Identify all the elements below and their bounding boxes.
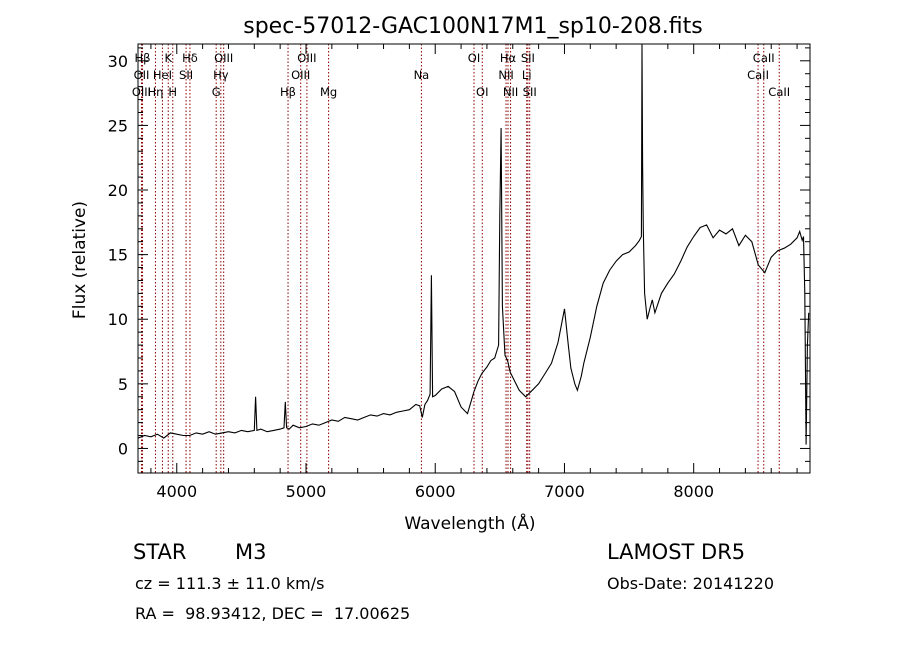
y-tick-label: 10 bbox=[108, 310, 128, 329]
y-axis: 0 5 10 15 20 25 30 bbox=[108, 47, 810, 462]
spectrum-series-line bbox=[137, 45, 810, 445]
survey-release: LAMOST DR5 bbox=[607, 540, 746, 564]
x-axis-label: Wavelength (Å) bbox=[404, 512, 535, 534]
spectral-line-label: K bbox=[164, 51, 172, 65]
x-tick-label: 6000 bbox=[415, 482, 456, 501]
spectral-line-label: Hγ bbox=[213, 68, 229, 82]
spectral-line-label: OIII bbox=[291, 68, 310, 82]
spectral-line-markers bbox=[140, 44, 780, 473]
y-tick-label: 20 bbox=[108, 181, 128, 200]
spectral-line-label: SII bbox=[179, 68, 193, 82]
spectral-line-label: Hβ bbox=[280, 85, 296, 99]
spectral-line-label: OIII bbox=[214, 51, 233, 65]
y-tick-label: 15 bbox=[108, 246, 128, 265]
spectral-line-label: Hη bbox=[147, 85, 163, 99]
object-class: STAR bbox=[133, 540, 187, 564]
y-tick-label: 25 bbox=[108, 116, 128, 135]
spectral-line-label: Li bbox=[522, 68, 532, 82]
y-tick-label: 0 bbox=[118, 439, 128, 458]
x-axis: 4000 5000 6000 7000 8000 bbox=[150, 44, 798, 501]
x-tick-label: 8000 bbox=[673, 482, 714, 501]
spectral-line-label: SII bbox=[523, 85, 537, 99]
plot-frame bbox=[137, 43, 811, 474]
spectral-line-label: Hδ bbox=[182, 51, 198, 65]
spectral-line-label: G bbox=[212, 85, 221, 99]
spectral-line-label: H bbox=[168, 85, 177, 99]
spectral-line-label: NII bbox=[503, 85, 518, 99]
spectral-line-label: Na bbox=[414, 68, 430, 82]
spectral-line-label: HeI bbox=[153, 68, 172, 82]
object-subclass: M3 bbox=[235, 540, 267, 564]
spectral-line-label: OIII bbox=[132, 85, 151, 99]
spectral-line-label: SII bbox=[521, 51, 535, 65]
spectral-line-label: CaII bbox=[753, 51, 775, 65]
observation-date: Obs-Date: 20141220 bbox=[607, 574, 775, 593]
y-axis-label: Flux (relative) bbox=[70, 201, 90, 319]
spectral-line-label: NII bbox=[498, 68, 513, 82]
spectral-line-label: Mg bbox=[320, 85, 337, 99]
spectral-line-label: OIII bbox=[297, 51, 316, 65]
redshift-cz: cz = 111.3 ± 11.0 km/s bbox=[135, 574, 325, 593]
spectral-line-label: Hβ bbox=[135, 51, 151, 65]
y-tick-label: 30 bbox=[108, 52, 128, 71]
x-tick-label: 5000 bbox=[286, 482, 327, 501]
x-tick-label: 7000 bbox=[544, 482, 585, 501]
spectral-line-label: CaII bbox=[768, 85, 790, 99]
x-tick-label: 4000 bbox=[156, 482, 197, 501]
chart-title: spec-57012-GAC100N17M1_sp10-208.fits bbox=[243, 14, 703, 39]
spectral-line-label: OII bbox=[134, 68, 150, 82]
spectral-line-label: Hα bbox=[500, 51, 517, 65]
y-tick-label: 5 bbox=[118, 375, 128, 394]
spectral-line-label: OI bbox=[468, 51, 480, 65]
spectral-line-label: OI bbox=[476, 85, 488, 99]
spectral-line-label: CaII bbox=[747, 68, 769, 82]
coordinates: RA = 98.93412, DEC = 17.00625 bbox=[135, 604, 411, 623]
